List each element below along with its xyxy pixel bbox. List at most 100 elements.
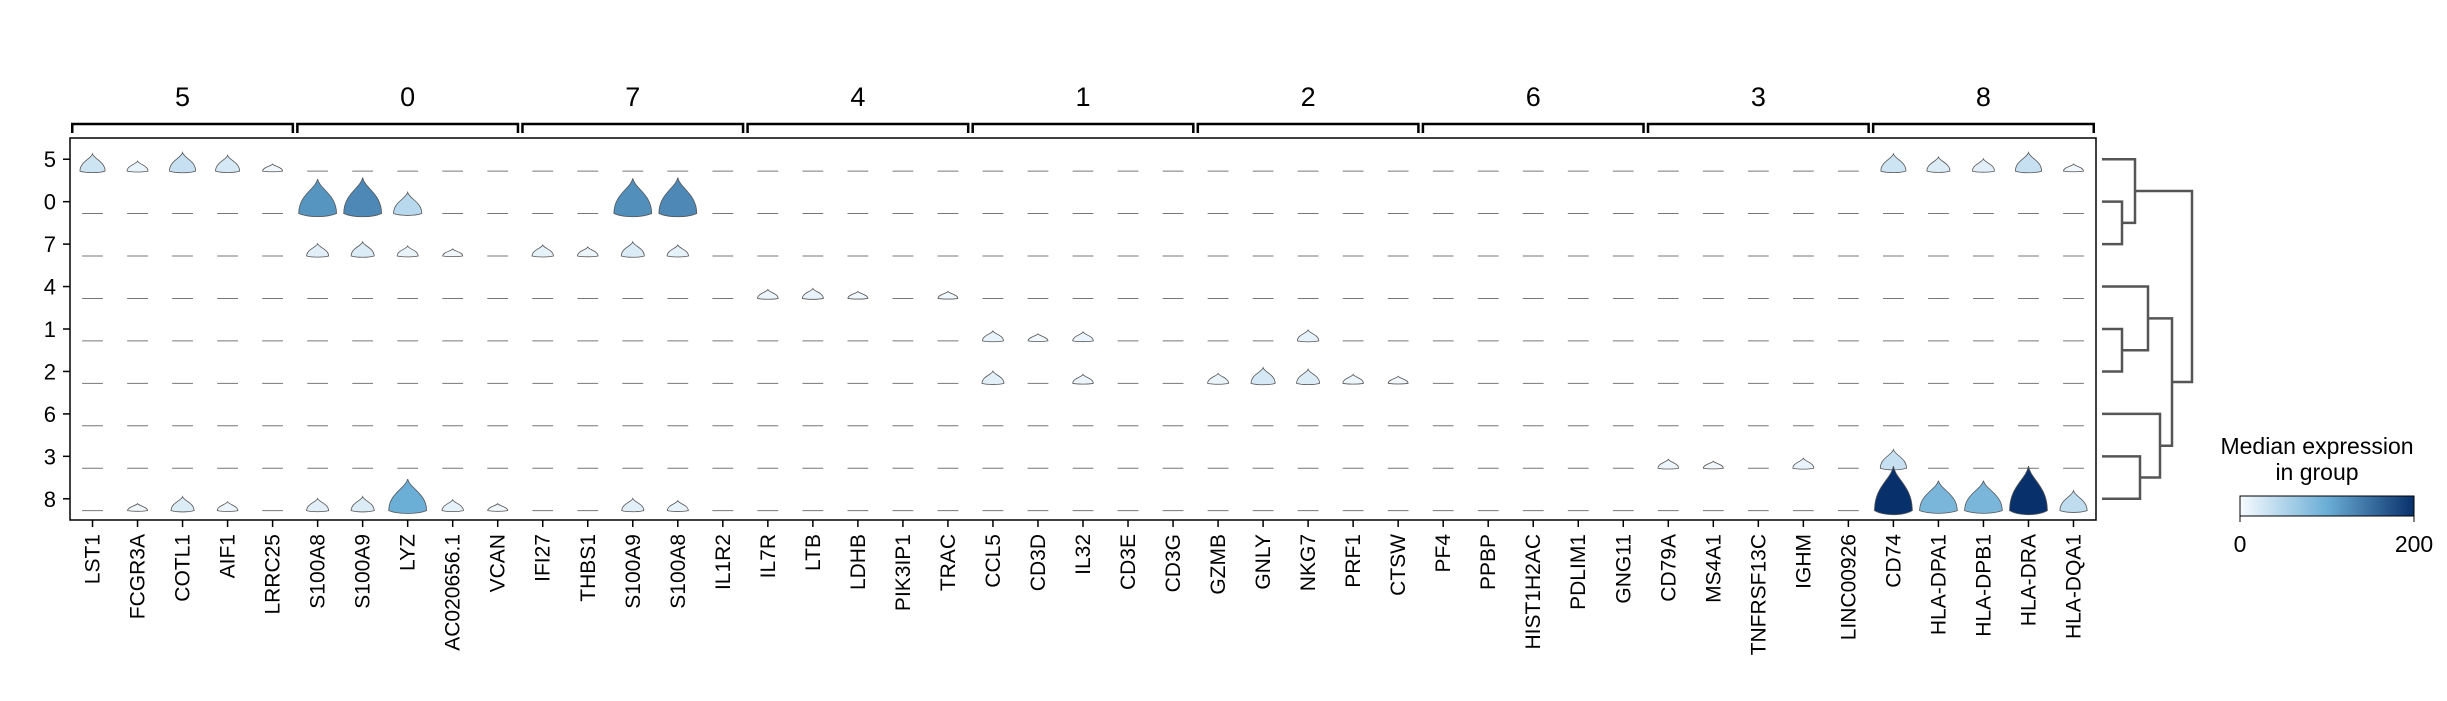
gene-label: LST1 [82, 534, 105, 584]
gene-label: PF4 [1432, 534, 1455, 573]
group-bracket [1871, 122, 2095, 133]
violin [1296, 367, 1321, 385]
gene-label: GNLY [1252, 534, 1275, 590]
gene-label: LTB [802, 534, 825, 571]
violin [487, 502, 509, 512]
violin [1792, 457, 1815, 470]
gene-label: IL1R2 [712, 534, 735, 590]
group-bracket [1196, 122, 1420, 133]
gene-label: NKG7 [1297, 534, 1320, 591]
group-bracket [746, 122, 970, 133]
gene-label: GZMB [1207, 534, 1230, 595]
violin [306, 242, 330, 258]
violin [216, 500, 239, 512]
gene-label: IFI27 [532, 534, 555, 582]
violin [981, 369, 1005, 385]
violin [262, 163, 283, 173]
violin [1919, 480, 1958, 514]
violin [126, 160, 149, 173]
dendrogram-branch [2135, 189, 2194, 384]
group-label: 7 [625, 82, 640, 112]
gene-label: HIST1H2AC [1522, 534, 1545, 650]
violin [1250, 366, 1276, 386]
gene-label: S100A9 [352, 534, 375, 609]
violin [801, 287, 824, 300]
group-bracket [1646, 122, 1870, 133]
group-label: 1 [1075, 82, 1090, 112]
violin [2063, 163, 2084, 173]
gene-label: PPBP [1477, 534, 1500, 590]
gene-label: CD3D [1027, 534, 1050, 591]
violin [169, 150, 197, 174]
gene-label: IGHM [1792, 534, 1815, 589]
violin [613, 178, 653, 218]
gene-label: LYZ [397, 534, 420, 571]
violin [306, 497, 330, 513]
gene-label: TRAC [937, 534, 960, 591]
group-bracket [521, 122, 745, 133]
violin [1702, 460, 1724, 470]
gene-label: AC020656.1 [442, 534, 465, 651]
violin [666, 499, 689, 512]
gene-label: S100A8 [667, 534, 690, 609]
violin [1926, 155, 1951, 173]
dendrogram [2102, 157, 2194, 501]
row-label: 0 [44, 190, 56, 215]
dendrogram-branch [2102, 327, 2124, 373]
colorbar-title-line1: Median expression [2220, 433, 2413, 459]
gene-label: FCGR3A [127, 534, 150, 619]
violin [937, 290, 959, 300]
violin [343, 177, 382, 218]
group-bracket [971, 122, 1195, 133]
gene-label: CD74 [1882, 534, 1905, 588]
violin [215, 153, 241, 173]
violin [1387, 375, 1409, 385]
gene-label: HLA-DPB1 [1972, 534, 1995, 637]
gene-label: IL7R [757, 534, 780, 578]
row-label: 5 [44, 147, 56, 172]
gene-label: PRF1 [1342, 534, 1365, 588]
gene-label: CD3G [1162, 534, 1185, 592]
gene-label: AIF1 [217, 534, 240, 578]
violin [620, 240, 645, 258]
dendrogram-branch [2102, 157, 2137, 225]
row-label: 2 [44, 359, 56, 384]
violin [393, 190, 423, 216]
gene-label: MS4A1 [1702, 534, 1725, 603]
violin [1207, 372, 1229, 385]
violin [1072, 331, 1094, 343]
gene-label: HLA-DRA [2017, 534, 2040, 626]
violin [2009, 466, 2048, 516]
gene-label: CTSW [1387, 534, 1410, 596]
gene-label: IL32 [1072, 534, 1095, 575]
group-brackets: 5 0 7 4 1 2 6 3 8 [71, 82, 2095, 133]
violin [79, 152, 106, 174]
gene-label: COTL1 [172, 534, 195, 602]
dendrogram-branch [2102, 285, 2150, 352]
group-bracket [296, 122, 520, 133]
violin [982, 329, 1004, 343]
gene-label: GNG11 [1612, 534, 1635, 604]
gene-label: CCL5 [982, 534, 1005, 588]
violin [170, 495, 195, 513]
violin [1027, 333, 1049, 342]
group-label: 4 [850, 82, 865, 112]
gene-label: THBS1 [577, 534, 600, 602]
colorbar: Median expression in group 0 200 [2220, 433, 2433, 557]
violin [1072, 373, 1094, 385]
violin [350, 495, 375, 513]
violin [1342, 373, 1364, 385]
group-label: 3 [1751, 82, 1766, 112]
gene-label: PIK3IP1 [892, 534, 915, 611]
group-bracket [71, 122, 295, 133]
gene-label: LDHB [847, 534, 870, 590]
group-label: 5 [175, 82, 190, 112]
row-label: 4 [44, 275, 56, 300]
violin [621, 497, 645, 513]
gene-label: HLA-DQA1 [2062, 534, 2085, 639]
violin [127, 502, 148, 512]
violin [441, 498, 464, 513]
violin [577, 246, 599, 258]
row-labels: 5 0 7 4 1 2 6 3 8 [44, 147, 70, 512]
colorbar-min-label: 0 [2234, 531, 2247, 557]
